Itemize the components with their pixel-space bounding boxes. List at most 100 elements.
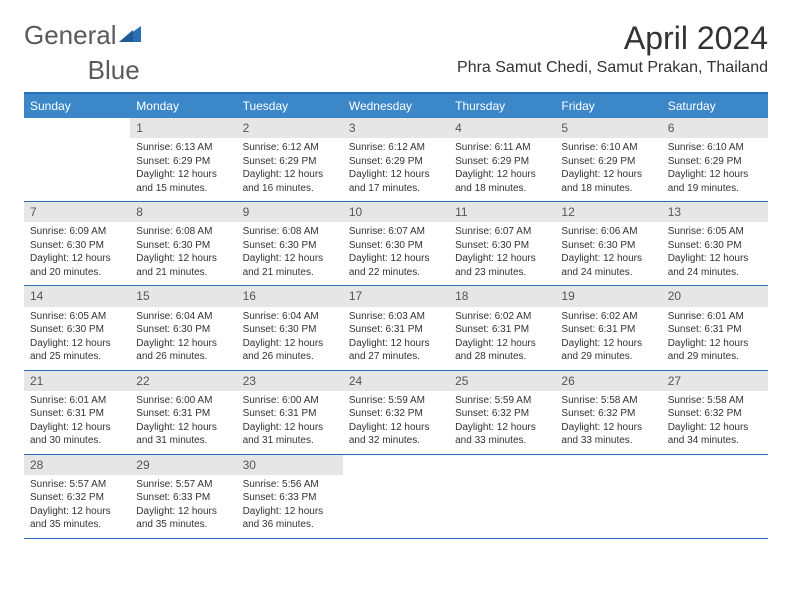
day-header-sunday: Sunday — [24, 94, 130, 118]
sunrise-text: Sunrise: 6:11 AM — [455, 141, 549, 155]
sunset-text: Sunset: 6:30 PM — [349, 239, 443, 253]
sunset-text: Sunset: 6:32 PM — [668, 407, 762, 421]
sunset-text: Sunset: 6:30 PM — [243, 239, 337, 253]
daylight-line2: and 21 minutes. — [136, 266, 230, 280]
sunrise-text: Sunrise: 6:08 AM — [243, 225, 337, 239]
sunrise-text: Sunrise: 6:08 AM — [136, 225, 230, 239]
sunset-text: Sunset: 6:29 PM — [243, 155, 337, 169]
day-header-row: Sunday Monday Tuesday Wednesday Thursday… — [24, 94, 768, 118]
day-content: Sunrise: 5:59 AMSunset: 6:32 PMDaylight:… — [343, 391, 449, 454]
day-cell: 8Sunrise: 6:08 AMSunset: 6:30 PMDaylight… — [130, 202, 236, 285]
day-number: 3 — [343, 118, 449, 138]
day-number: 1 — [130, 118, 236, 138]
daylight-line1: Daylight: 12 hours — [243, 337, 337, 351]
sunrise-text: Sunrise: 6:07 AM — [349, 225, 443, 239]
day-cell: 19Sunrise: 6:02 AMSunset: 6:31 PMDayligh… — [555, 286, 661, 369]
day-number: 14 — [24, 286, 130, 306]
sunset-text: Sunset: 6:32 PM — [30, 491, 124, 505]
day-number: 24 — [343, 371, 449, 391]
day-content: Sunrise: 6:04 AMSunset: 6:30 PMDaylight:… — [237, 307, 343, 370]
sunset-text: Sunset: 6:31 PM — [349, 323, 443, 337]
day-content: Sunrise: 6:08 AMSunset: 6:30 PMDaylight:… — [130, 222, 236, 285]
day-content: Sunrise: 6:02 AMSunset: 6:31 PMDaylight:… — [555, 307, 661, 370]
sunrise-text: Sunrise: 6:01 AM — [30, 394, 124, 408]
daylight-line1: Daylight: 12 hours — [668, 421, 762, 435]
daylight-line2: and 18 minutes. — [455, 182, 549, 196]
sunset-text: Sunset: 6:30 PM — [30, 239, 124, 253]
day-number: 21 — [24, 371, 130, 391]
day-content: Sunrise: 6:01 AMSunset: 6:31 PMDaylight:… — [24, 391, 130, 454]
daylight-line1: Daylight: 12 hours — [136, 252, 230, 266]
week-row: 28Sunrise: 5:57 AMSunset: 6:32 PMDayligh… — [24, 455, 768, 539]
daylight-line2: and 23 minutes. — [455, 266, 549, 280]
day-cell: 9Sunrise: 6:08 AMSunset: 6:30 PMDaylight… — [237, 202, 343, 285]
day-number: 11 — [449, 202, 555, 222]
day-number: 16 — [237, 286, 343, 306]
day-number: 29 — [130, 455, 236, 475]
calendar-grid: Sunday Monday Tuesday Wednesday Thursday… — [24, 92, 768, 539]
day-cell: 26Sunrise: 5:58 AMSunset: 6:32 PMDayligh… — [555, 371, 661, 454]
logo-text-right: Blue — [88, 55, 140, 86]
sunset-text: Sunset: 6:31 PM — [668, 323, 762, 337]
daylight-line2: and 25 minutes. — [30, 350, 124, 364]
sunset-text: Sunset: 6:29 PM — [136, 155, 230, 169]
day-number: 25 — [449, 371, 555, 391]
day-cell: 2Sunrise: 6:12 AMSunset: 6:29 PMDaylight… — [237, 118, 343, 201]
sunset-text: Sunset: 6:31 PM — [561, 323, 655, 337]
day-number: 7 — [24, 202, 130, 222]
day-content: Sunrise: 6:05 AMSunset: 6:30 PMDaylight:… — [662, 222, 768, 285]
sunrise-text: Sunrise: 6:04 AM — [136, 310, 230, 324]
daylight-line1: Daylight: 12 hours — [561, 337, 655, 351]
sunset-text: Sunset: 6:29 PM — [455, 155, 549, 169]
day-content: Sunrise: 5:59 AMSunset: 6:32 PMDaylight:… — [449, 391, 555, 454]
day-content: Sunrise: 6:01 AMSunset: 6:31 PMDaylight:… — [662, 307, 768, 370]
day-number: 20 — [662, 286, 768, 306]
day-cell: 6Sunrise: 6:10 AMSunset: 6:29 PMDaylight… — [662, 118, 768, 201]
day-number: 17 — [343, 286, 449, 306]
sunset-text: Sunset: 6:29 PM — [349, 155, 443, 169]
sunrise-text: Sunrise: 6:10 AM — [561, 141, 655, 155]
daylight-line1: Daylight: 12 hours — [243, 421, 337, 435]
day-header-wednesday: Wednesday — [343, 94, 449, 118]
sunset-text: Sunset: 6:31 PM — [243, 407, 337, 421]
sunrise-text: Sunrise: 6:01 AM — [668, 310, 762, 324]
daylight-line2: and 36 minutes. — [243, 518, 337, 532]
day-cell: 21Sunrise: 6:01 AMSunset: 6:31 PMDayligh… — [24, 371, 130, 454]
day-cell: 1Sunrise: 6:13 AMSunset: 6:29 PMDaylight… — [130, 118, 236, 201]
day-cell: 28Sunrise: 5:57 AMSunset: 6:32 PMDayligh… — [24, 455, 130, 538]
daylight-line2: and 20 minutes. — [30, 266, 124, 280]
day-number: 28 — [24, 455, 130, 475]
day-number: 10 — [343, 202, 449, 222]
day-content: Sunrise: 6:00 AMSunset: 6:31 PMDaylight:… — [130, 391, 236, 454]
sunrise-text: Sunrise: 5:57 AM — [30, 478, 124, 492]
sunrise-text: Sunrise: 6:00 AM — [243, 394, 337, 408]
day-content: Sunrise: 6:10 AMSunset: 6:29 PMDaylight:… — [555, 138, 661, 201]
day-number: 13 — [662, 202, 768, 222]
title-block: April 2024 Phra Samut Chedi, Samut Praka… — [457, 20, 768, 77]
day-content: Sunrise: 6:12 AMSunset: 6:29 PMDaylight:… — [237, 138, 343, 201]
month-title: April 2024 — [457, 20, 768, 57]
daylight-line2: and 24 minutes. — [561, 266, 655, 280]
sunrise-text: Sunrise: 6:00 AM — [136, 394, 230, 408]
day-cell: 17Sunrise: 6:03 AMSunset: 6:31 PMDayligh… — [343, 286, 449, 369]
day-content: Sunrise: 6:09 AMSunset: 6:30 PMDaylight:… — [24, 222, 130, 285]
sunrise-text: Sunrise: 6:12 AM — [243, 141, 337, 155]
daylight-line1: Daylight: 12 hours — [561, 168, 655, 182]
daylight-line1: Daylight: 12 hours — [349, 252, 443, 266]
sunset-text: Sunset: 6:32 PM — [561, 407, 655, 421]
sunrise-text: Sunrise: 6:05 AM — [668, 225, 762, 239]
sunrise-text: Sunrise: 5:57 AM — [136, 478, 230, 492]
daylight-line2: and 22 minutes. — [349, 266, 443, 280]
daylight-line1: Daylight: 12 hours — [455, 421, 549, 435]
day-content: Sunrise: 5:56 AMSunset: 6:33 PMDaylight:… — [237, 475, 343, 538]
sunrise-text: Sunrise: 6:10 AM — [668, 141, 762, 155]
sunrise-text: Sunrise: 5:59 AM — [349, 394, 443, 408]
day-cell: 13Sunrise: 6:05 AMSunset: 6:30 PMDayligh… — [662, 202, 768, 285]
daylight-line2: and 24 minutes. — [668, 266, 762, 280]
weeks-container: 1Sunrise: 6:13 AMSunset: 6:29 PMDaylight… — [24, 118, 768, 539]
sunset-text: Sunset: 6:32 PM — [455, 407, 549, 421]
day-cell — [24, 118, 130, 201]
day-cell — [343, 455, 449, 538]
daylight-line1: Daylight: 12 hours — [136, 421, 230, 435]
sunset-text: Sunset: 6:31 PM — [455, 323, 549, 337]
